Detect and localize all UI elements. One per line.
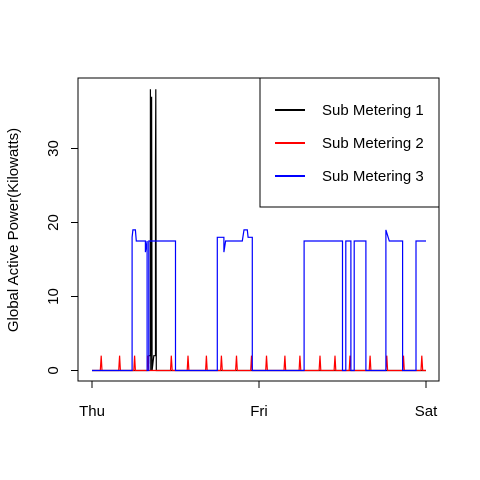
y-axis: 0 10 20 30	[45, 140, 79, 375]
plot-lines	[92, 89, 426, 372]
legend-label-1: Sub Metering 1	[322, 102, 424, 119]
x-tick-label: Fri	[250, 403, 268, 420]
legend: Sub Metering 1 Sub Metering 2 Sub Metering…	[259, 77, 440, 208]
y-tick-label: 0	[45, 366, 62, 374]
legend-label-2: Sub Metering 2	[322, 135, 424, 152]
x-tick-label: Thu	[79, 403, 105, 420]
series-line-3	[92, 229, 426, 372]
y-tick-label: 20	[45, 214, 62, 231]
x-tick-label: Sat	[415, 403, 438, 420]
series-line-2	[92, 355, 426, 372]
y-tick-label: 10	[45, 288, 62, 305]
legend-label-3: Sub Metering 3	[322, 168, 424, 185]
y-axis-label: Global Active Power(Kilowatts)	[5, 128, 22, 332]
x-axis: Thu Fri Sat	[79, 380, 438, 420]
y-tick-label: 30	[45, 140, 62, 157]
